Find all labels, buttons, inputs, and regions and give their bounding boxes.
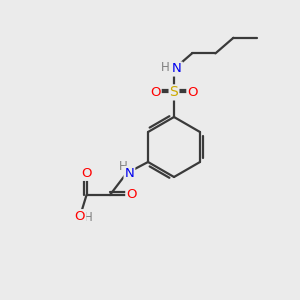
Text: O: O [81,167,92,180]
Text: O: O [150,86,161,99]
Text: O: O [187,86,198,99]
Text: S: S [169,85,178,99]
Text: N: N [172,62,182,76]
Text: O: O [75,210,85,223]
Text: H: H [84,211,93,224]
Text: H: H [161,61,170,74]
Text: H: H [118,160,127,173]
Text: N: N [124,167,134,180]
Text: O: O [126,188,137,202]
